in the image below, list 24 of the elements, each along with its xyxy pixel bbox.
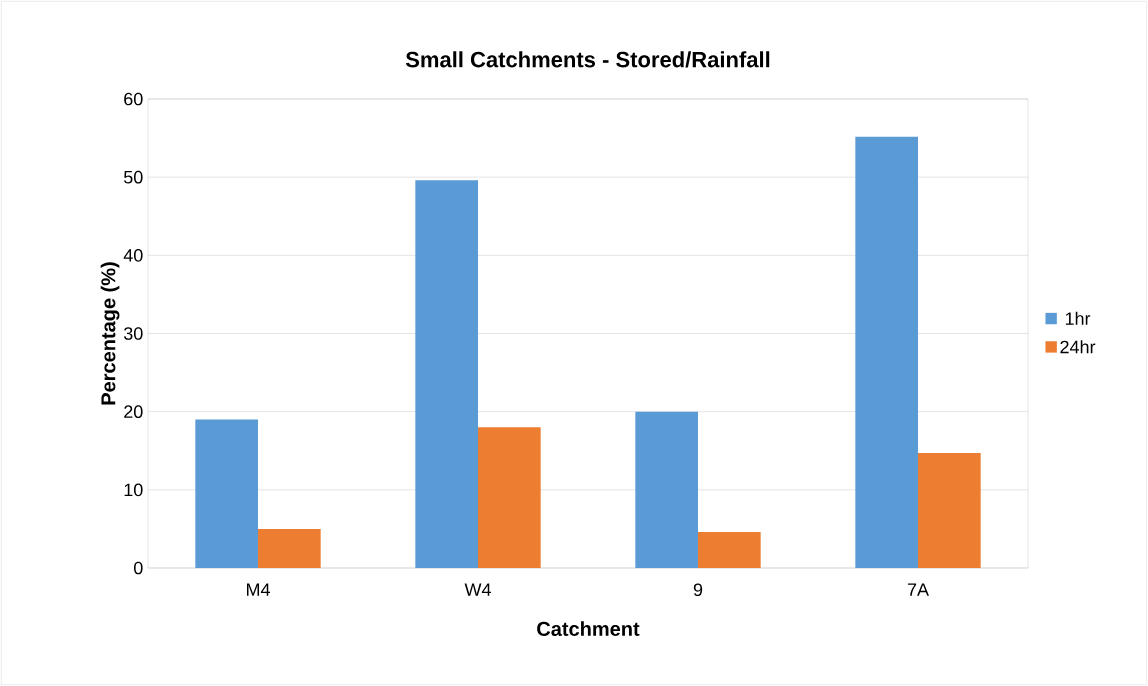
legend-label: 1hr [1065,311,1091,325]
bar [415,180,479,568]
y-tick-label: 20 [124,405,143,419]
bar [478,427,541,568]
y-tick-label: 30 [123,327,143,340]
bar [918,453,981,568]
y-tick-label: 0 [133,561,143,575]
y-tick-label: 40 [123,248,143,262]
x-tick-label: 7A [907,583,929,596]
bar [635,411,699,568]
legend-label: 24hr [1060,340,1096,354]
x-axis-title: Catchment [537,621,640,636]
bar [195,419,258,568]
y-tick-label: 60 [124,92,143,106]
x-tick-label: W4 [464,583,491,596]
y-axis-title: Percentage (%) [100,262,120,405]
y-tick-label: 50 [123,170,143,184]
x-tick-label: M4 [246,583,270,596]
bar [258,528,321,568]
bar [855,136,919,568]
y-tick-label: 10 [124,483,143,497]
bar [698,532,761,568]
x-tick-label: 9 [693,583,703,597]
chart-title: Small Catchments - Stored/Rainfall [405,51,770,68]
